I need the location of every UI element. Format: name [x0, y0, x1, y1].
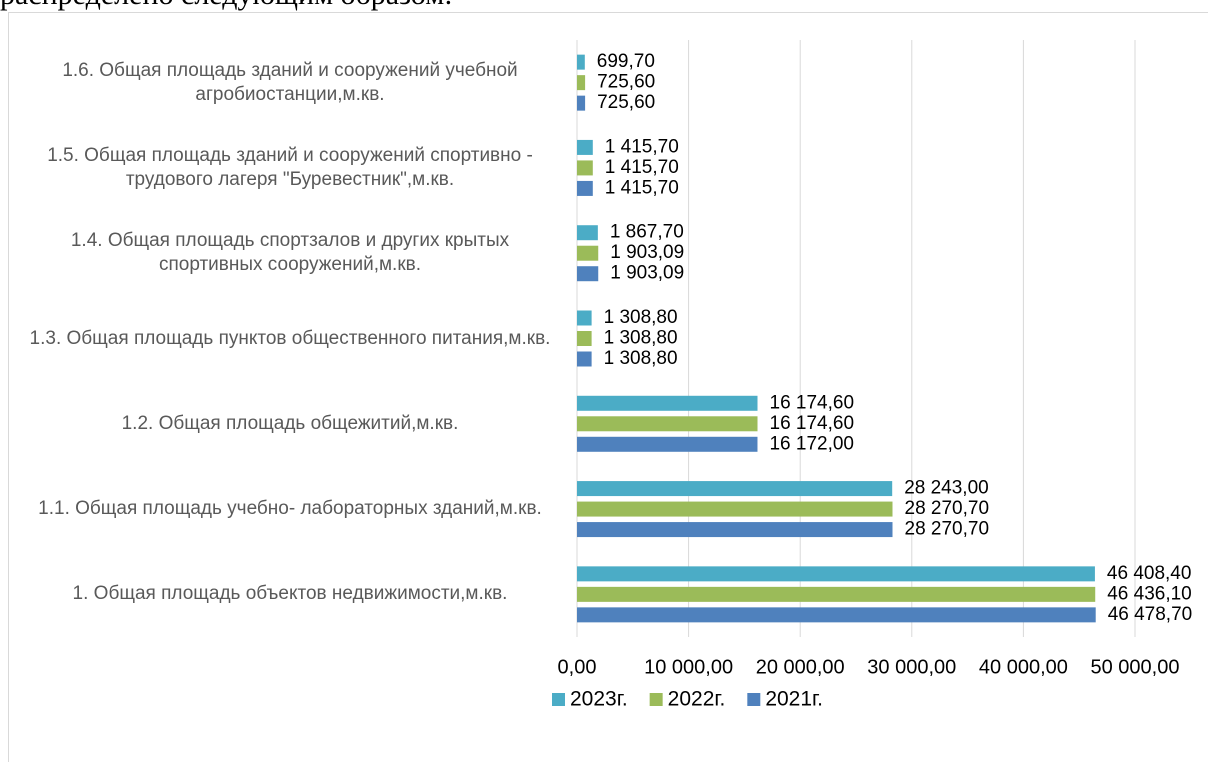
value-label: 1 308,80: [604, 328, 678, 349]
value-label: 16 172,00: [769, 433, 854, 454]
legend-label: 2021г.: [765, 688, 823, 711]
legend-swatch: [747, 693, 761, 706]
value-label: 1 308,80: [604, 348, 678, 369]
caption: распределено следующим образом:: [0, 0, 453, 12]
value-label: 46 408,40: [1107, 563, 1192, 584]
x-tick-label: 40 000,00: [979, 656, 1068, 678]
value-label: 1 903,09: [610, 242, 684, 263]
value-label: 28 270,70: [905, 498, 990, 519]
bar: [577, 75, 586, 91]
y-tick-label: 1. Общая площадь объектов недвижимости,м…: [72, 583, 508, 605]
bar: [577, 54, 585, 70]
bar: [577, 139, 593, 155]
value-label: 725,60: [597, 72, 655, 93]
bar: [577, 160, 593, 176]
x-tick-label: 10 000,00: [644, 656, 733, 678]
value-label: 46 478,70: [1108, 604, 1193, 625]
bar: [577, 180, 593, 196]
legend-swatch: [552, 693, 565, 706]
x-tick-label: 20 000,00: [756, 656, 845, 678]
value-label: 1 415,70: [605, 177, 679, 198]
y-tick-label: 1.4. Общая площадь спортзалов и других к…: [70, 230, 510, 276]
value-label: 28 270,70: [905, 519, 990, 540]
value-label: 16 174,60: [770, 392, 855, 413]
bar: [577, 566, 1095, 582]
bar: [577, 481, 893, 497]
x-tick-label: 30 000,00: [867, 656, 956, 678]
bar: [577, 416, 758, 432]
value-label: 1 903,09: [610, 263, 684, 284]
bar: [577, 436, 758, 452]
value-label: 28 243,00: [904, 478, 989, 499]
y-tick-label: 1.5. Общая площадь зданий и сооружений с…: [47, 144, 533, 190]
y-tick-label: 1.2. Общая площадь общежитий,м.кв.: [121, 412, 459, 434]
value-label: 1 415,70: [605, 136, 679, 157]
bar: [577, 395, 758, 411]
bar: [577, 225, 598, 241]
value-label: 1 308,80: [604, 307, 678, 328]
value-label: 1 867,70: [610, 222, 684, 243]
bar: [577, 95, 586, 111]
chart-frame: [8, 12, 1208, 762]
bar: [577, 331, 592, 346]
bar: [577, 310, 592, 326]
legend-label: 2022г.: [668, 688, 726, 711]
value-label: 46 436,10: [1107, 583, 1192, 604]
y-tick-label: 1.1. Общая площадь учебно- лабораторных …: [38, 498, 542, 520]
bar: [577, 266, 599, 282]
bar: [577, 351, 592, 367]
x-tick-label: 50 000,00: [1091, 656, 1180, 678]
y-tick-label: 1.3. Общая площадь пунктов общественного…: [29, 327, 551, 349]
value-label: 699,70: [597, 51, 655, 72]
y-tick-label: 1.6. Общая площадь зданий и сооружений у…: [62, 59, 518, 105]
x-tick-label: 0,00: [558, 656, 597, 678]
legend-label: 2023г.: [570, 688, 628, 711]
value-label: 16 174,60: [770, 413, 855, 434]
value-label: 725,60: [597, 92, 655, 113]
value-label: 1 415,70: [605, 157, 679, 178]
legend-swatch: [649, 693, 663, 706]
bar: [577, 501, 893, 517]
bar: [577, 586, 1096, 602]
bar: [577, 522, 893, 538]
bar: [577, 245, 599, 261]
bar: [577, 607, 1096, 623]
